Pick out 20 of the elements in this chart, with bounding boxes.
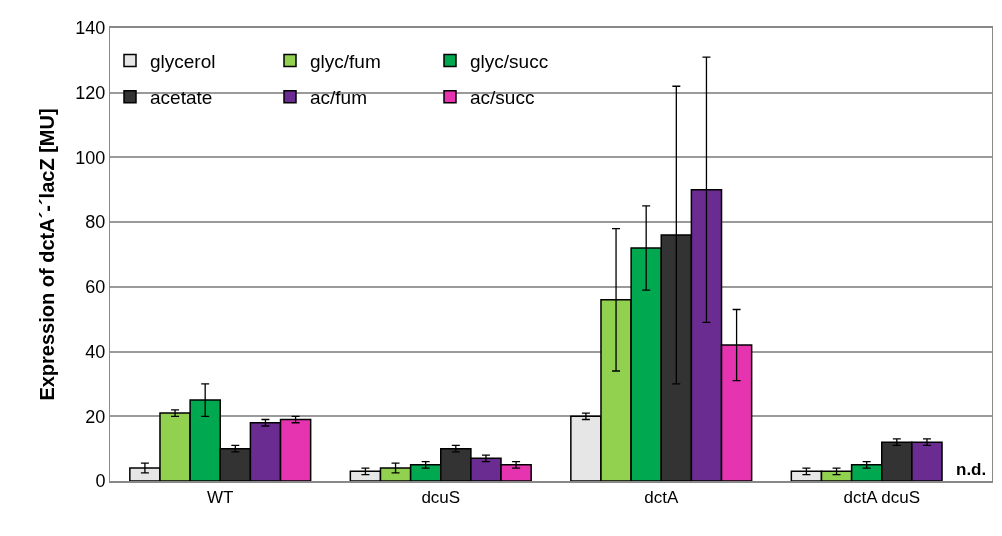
legend-label: glyc/fum — [310, 50, 381, 72]
y-tick-label: 140 — [75, 18, 106, 39]
legend-label: ac/succ — [470, 87, 535, 109]
y-tick-label: 80 — [85, 212, 106, 233]
legend-label: glyc/succ — [470, 50, 549, 72]
y-tick-label: 60 — [85, 277, 106, 298]
legend-label: ac/fum — [310, 87, 368, 109]
y-tick-label: 120 — [75, 83, 106, 104]
y-tick-label: 0 — [95, 471, 106, 492]
y-tick-label: 100 — [75, 147, 106, 168]
annotation: n.d. — [956, 460, 987, 479]
x-tick-label: WT — [207, 488, 234, 508]
legend-label: acetate — [150, 87, 213, 109]
legend-label: glycerol — [150, 50, 216, 72]
y-axis-title: Expression of dctA´-´lacZ [MU] — [35, 108, 58, 401]
y-tick-label: 20 — [85, 406, 106, 427]
x-tick-label: dctA — [644, 488, 679, 508]
y-tick-label: 40 — [85, 341, 106, 362]
x-tick-label: dctA dcuS — [843, 488, 921, 508]
x-tick-label: dcuS — [421, 488, 461, 508]
